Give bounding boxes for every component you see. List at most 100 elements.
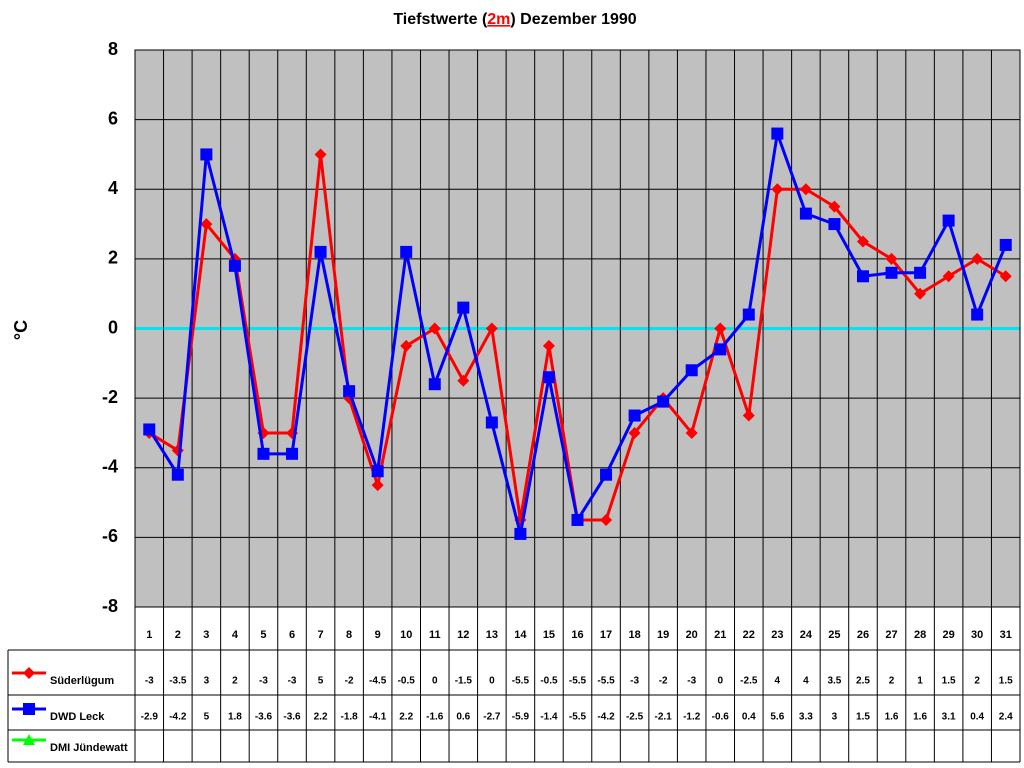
table-value: -2.7: [483, 712, 501, 723]
table-value: 0.4: [970, 712, 984, 723]
x-tick-label: 30: [971, 629, 983, 641]
point: [428, 378, 441, 391]
x-tick-label: 7: [318, 629, 324, 641]
point: [485, 416, 498, 429]
point: [828, 218, 841, 231]
y-tick-label: 4: [108, 178, 118, 198]
x-tick-label: 14: [514, 629, 527, 641]
table-value: -2: [659, 676, 668, 687]
table-value: 3.5: [827, 676, 841, 687]
x-tick-label: 20: [686, 629, 698, 641]
table-value: -3.5: [169, 676, 187, 687]
point: [400, 339, 413, 352]
table-value: 4: [803, 676, 809, 687]
table-value: -1.4: [540, 712, 558, 723]
table-value: 5.6: [770, 712, 784, 723]
table-value: 2.4: [999, 712, 1013, 723]
table-value: -4.2: [597, 712, 615, 723]
table-value: 1.6: [913, 712, 927, 723]
point: [771, 127, 784, 140]
point: [457, 301, 470, 314]
point: [200, 148, 213, 161]
table-value: 1.5: [999, 676, 1013, 687]
y-tick-label: 6: [108, 108, 118, 128]
point: [542, 339, 555, 352]
chart-title: Tiefstwerte (2m) Dezember 1990: [393, 11, 636, 28]
x-tick-label: 25: [828, 629, 840, 641]
table-value: 1: [917, 676, 923, 687]
point: [571, 513, 584, 526]
point: [999, 270, 1012, 283]
point: [999, 238, 1012, 251]
table-value: 2: [974, 676, 980, 687]
table-value: -0.6: [712, 712, 730, 723]
y-tick-label: -2: [102, 387, 118, 407]
table-value: -5.9: [512, 712, 530, 723]
point: [343, 385, 356, 398]
table-value: 4: [775, 676, 781, 687]
table-value: -2.5: [740, 676, 758, 687]
point: [914, 266, 927, 279]
x-tick-label: 31: [1000, 629, 1012, 641]
x-tick-label: 28: [914, 629, 926, 641]
point: [714, 322, 727, 335]
x-tick-label: 22: [743, 629, 755, 641]
table-value: -4.5: [369, 676, 387, 687]
x-tick-label: 16: [571, 629, 583, 641]
point: [856, 270, 869, 283]
point: [428, 322, 441, 335]
x-tick-label: 9: [375, 629, 381, 641]
table-value: 2.2: [314, 712, 328, 723]
x-tick-label: 15: [543, 629, 555, 641]
table-value: -0.5: [398, 676, 416, 687]
point: [799, 207, 812, 220]
point: [685, 426, 698, 439]
y-tick-label: -8: [102, 596, 118, 616]
table-value: -5.5: [597, 676, 615, 687]
x-tick-label: 12: [457, 629, 469, 641]
point: [942, 270, 955, 283]
point: [171, 468, 184, 481]
point: [257, 447, 270, 460]
table-value: -3.6: [255, 712, 273, 723]
point: [371, 465, 384, 478]
table-value: -3: [259, 676, 268, 687]
y-tick-label: -6: [102, 526, 118, 546]
x-tick-label: 17: [600, 629, 612, 641]
table-value: 0: [489, 676, 495, 687]
table-value: 2: [232, 676, 238, 687]
point: [23, 667, 35, 679]
table-value: 2: [889, 676, 895, 687]
x-tick-label: 18: [628, 629, 640, 641]
point: [314, 148, 327, 161]
table-value: -3.6: [283, 712, 301, 723]
table-value: -2.1: [655, 712, 673, 723]
table-value: -4.2: [169, 712, 187, 723]
point: [457, 374, 470, 387]
table-value: 1.5: [856, 712, 870, 723]
table-value: -3: [630, 676, 639, 687]
point: [600, 468, 613, 481]
point: [371, 479, 384, 492]
table-value: 3.3: [799, 712, 813, 723]
point: [685, 364, 698, 377]
table-value: -4.1: [369, 712, 387, 723]
point: [23, 734, 35, 745]
point: [314, 245, 327, 258]
point: [143, 423, 156, 436]
x-tick-label: 10: [400, 629, 412, 641]
y-tick-label: 8: [108, 39, 118, 59]
x-tick-label: 8: [346, 629, 352, 641]
table-value: -1.2: [683, 712, 701, 723]
point: [514, 527, 527, 540]
point: [628, 409, 641, 422]
point: [771, 183, 784, 196]
x-tick-label: 2: [175, 629, 181, 641]
table-value: 3: [832, 712, 838, 723]
point: [971, 252, 984, 265]
table-value: -2.5: [626, 712, 644, 723]
x-tick-label: 1: [146, 629, 152, 641]
point: [742, 308, 755, 321]
point: [657, 395, 670, 408]
